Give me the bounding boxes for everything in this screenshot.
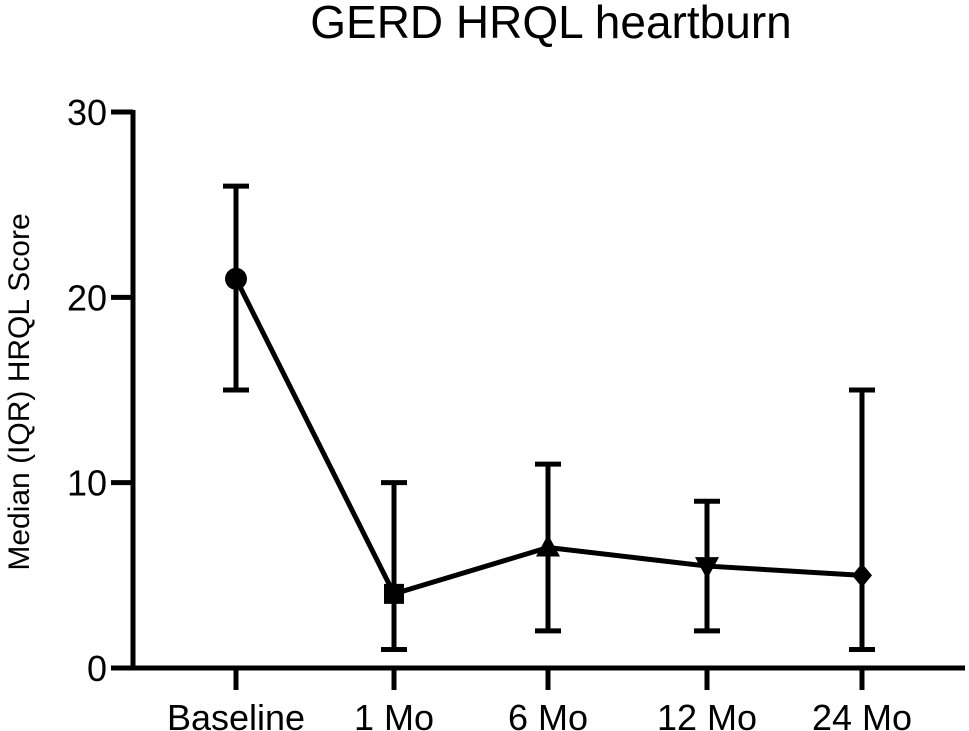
x-tick-label: 1 Mo <box>354 697 434 731</box>
x-tick-label: 24 Mo <box>812 697 912 731</box>
marker-diamond <box>852 563 872 588</box>
y-tick-label: 10 <box>67 463 107 504</box>
error-bars <box>223 183 875 652</box>
marker-triangle-down <box>695 557 719 580</box>
marker-circle <box>225 267 247 290</box>
marker-square <box>384 583 404 604</box>
marker-triangle-up <box>536 534 560 557</box>
chart-title: GERD HRQL heartburn <box>310 0 791 48</box>
y-tick-label: 30 <box>67 92 107 133</box>
x-tick-label: Baseline <box>167 697 305 731</box>
x-tick-label: 12 Mo <box>657 697 757 731</box>
y-tick-label: 0 <box>87 648 107 689</box>
y-tick-label: 20 <box>67 277 107 318</box>
markers <box>225 267 872 604</box>
x-tick-label: 6 Mo <box>508 697 588 731</box>
y-axis-label: Median (IQR) HRQL Score <box>3 213 36 570</box>
ticks: 0 10 20 30 Baseline 1 Mo 6 Mo 12 Mo 24 Mo <box>67 92 912 731</box>
